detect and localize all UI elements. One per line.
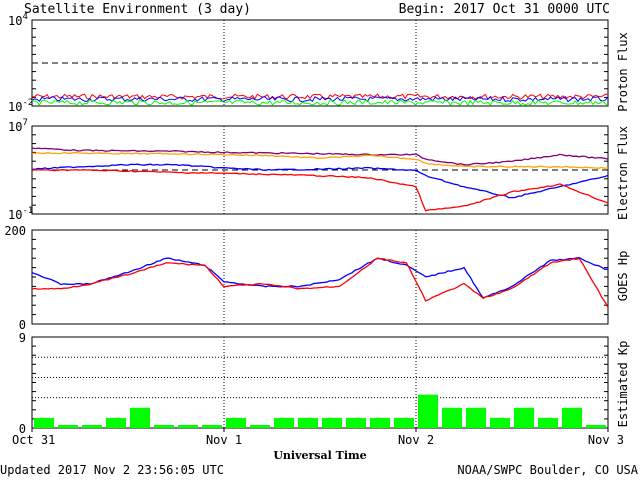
proton-flux-label: Proton Flux: [616, 32, 630, 111]
kp-bar: [154, 424, 174, 428]
y-tick-base: 10: [8, 208, 22, 222]
kp-bar: [538, 417, 558, 428]
x-tick-label: Nov 2: [398, 433, 434, 447]
kp-bar: [106, 417, 126, 428]
goes-hp-series-blue: [31, 257, 609, 299]
panel-frame: [31, 125, 609, 215]
electron-series-purple: [31, 147, 609, 166]
goes-hp-series-red: [31, 257, 609, 308]
y-tick-base: 10: [8, 100, 22, 114]
y-tick-label: 104: [8, 12, 28, 28]
chart-title: Satellite Environment (3 day): [24, 2, 251, 17]
kp-bar: [442, 407, 462, 428]
kp-bar: [346, 417, 366, 428]
y-tick-exponent: -2: [22, 98, 33, 108]
kp-bar: [490, 417, 510, 428]
y-tick-label: 10-1: [8, 206, 33, 222]
panel-frame: [31, 19, 609, 107]
y-tick-label: 10-2: [8, 98, 33, 114]
x-tick-label: Nov 1: [206, 433, 242, 447]
kp-bar: [370, 417, 390, 428]
kp-bar: [586, 424, 606, 428]
estimated-kp-label: Estimated Kp: [616, 341, 630, 428]
source-credit: NOAA/SWPC Boulder, CO USA: [457, 463, 638, 477]
electron-flux-label: Electron Flux: [616, 126, 630, 220]
kp-bar: [562, 407, 582, 428]
kp-bar: [274, 417, 294, 428]
y-tick-exponent: 4: [22, 12, 27, 22]
y-tick-label: 107: [8, 118, 28, 134]
kp-bar: [226, 417, 246, 428]
kp-bar: [202, 424, 222, 428]
electron-series-orange: [32, 151, 609, 169]
kp-bar: [58, 424, 78, 428]
y-tick-label: 0: [19, 422, 26, 436]
proton-series-green: [31, 99, 609, 107]
updated-time: Updated 2017 Nov 2 23:56:05 UTC: [0, 463, 224, 477]
estimated-kp-panel: 90: [19, 331, 609, 436]
x-axis-title: Universal Time: [273, 449, 366, 462]
kp-bar: [34, 417, 54, 428]
x-axis: Oct 31 Nov 1 Nov 2 Nov 3: [12, 428, 624, 447]
y-tick-base: 10: [8, 14, 22, 28]
electron-series-blue: [32, 163, 609, 199]
goes-hp-label: GOES Hp: [616, 251, 630, 302]
y-tick-exponent: -1: [22, 206, 33, 216]
kp-bar: [130, 407, 150, 428]
kp-bar: [466, 407, 486, 428]
x-tick-label: Nov 3: [588, 433, 624, 447]
proton-series-blue: [31, 95, 609, 103]
y-tick-label: 0: [19, 318, 26, 332]
kp-bar: [298, 417, 318, 428]
electron-series-red: [31, 168, 609, 212]
y-tick-label: 200: [4, 224, 26, 238]
kp-bar: [322, 417, 342, 428]
begin-time: Begin: 2017 Oct 31 0000 UTC: [399, 2, 610, 17]
kp-bar: [178, 424, 198, 428]
kp-bar: [82, 424, 102, 428]
y-tick-base: 10: [8, 120, 22, 134]
proton-series-red: [31, 93, 609, 100]
kp-bar: [250, 424, 270, 428]
kp-bar: [394, 417, 414, 428]
y-tick-exponent: 7: [22, 118, 27, 128]
x-tick-label: Oct 31: [12, 433, 55, 447]
y-tick-label: 9: [19, 331, 26, 345]
kp-bar: [514, 407, 534, 428]
kp-bar: [418, 394, 438, 428]
